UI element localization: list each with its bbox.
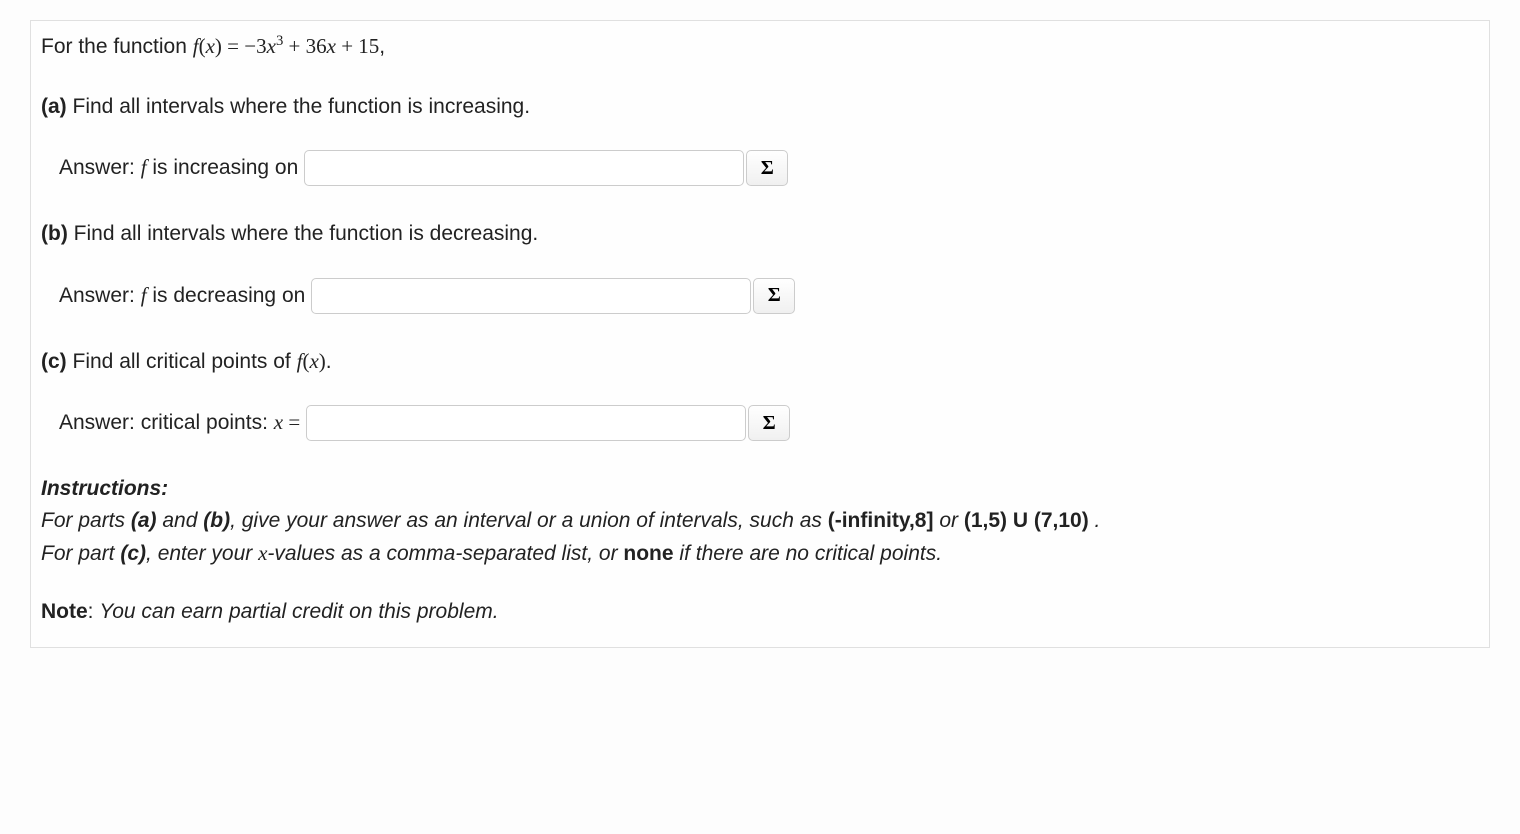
instr2-none: none [623,542,673,565]
part-c-question: (c) Find all critical points of f(x). [41,346,1479,378]
answer-a-prefix: Answer: [59,156,141,179]
part-b-text: Find all intervals where the function is… [68,222,538,245]
part-a-label: (a) [41,95,67,118]
part-b-question: (b) Find all intervals where the functio… [41,218,1479,250]
answer-b-prefix: Answer: [59,284,141,307]
answer-c-x: x [274,410,283,434]
part-a-answer-label: Answer: f is increasing on [59,152,298,184]
part-c-label: (c) [41,350,67,373]
part-b-input[interactable] [311,278,751,314]
part-a-answer-row: Answer: f is increasing on Σ [59,150,1479,186]
part-c-x: x [309,349,318,373]
part-b-answer-row: Answer: f is decreasing on Σ [59,278,1479,314]
math-plus15: + 15 [336,34,379,58]
instr1-ex1: (-infinity,8] [828,509,934,532]
math-close-eq: ) = [215,34,244,58]
part-b-label: (b) [41,222,68,245]
math-minus3: −3 [244,34,266,58]
note-line: Note: You can earn partial credit on thi… [41,596,1479,628]
intro-suffix: , [379,35,385,58]
part-a-text: Find all intervals where the function is… [67,95,530,118]
part-a-input[interactable] [304,150,744,186]
instr2-t2: , enter your [146,542,258,565]
instr1-ex2: (1,5) U (7,10) [964,509,1089,532]
part-c-text-before: Find all critical points of [67,350,297,373]
part-c-answer-label: Answer: critical points: x = [59,407,300,439]
math-plus36: + 36 [283,34,326,58]
part-b-answer-label: Answer: f is decreasing on [59,280,305,312]
instr1-t5: . [1089,509,1101,532]
instructions-heading: Instructions: [41,473,1479,505]
instr2-t3: -values as a comma-separated list, or [267,542,623,565]
math-x2: x [327,34,336,58]
part-c-answer-row: Answer: critical points: x = Σ [59,405,1479,441]
instr1-b: (b) [203,509,230,532]
sigma-button-b[interactable]: Σ [753,278,795,314]
instr2-t4: if there are no critical points. [674,542,942,565]
instr1-t1: For parts [41,509,131,532]
answer-c-eq: = [283,410,300,434]
note-colon: : [88,600,100,623]
answer-c-prefix: Answer: critical points: [59,411,274,434]
instr1-t2: and [157,509,204,532]
note-label: Note [41,600,88,623]
note-text: You can earn partial credit on this prob… [99,600,498,623]
instr1-t3: , give your answer as an interval or a u… [230,509,828,532]
part-c-rp: ) [319,349,326,373]
instructions-line-1: For parts (a) and (b), give your answer … [41,505,1479,537]
part-a-question: (a) Find all intervals where the functio… [41,91,1479,123]
instr1-t4: or [933,509,963,532]
instr2-c: (c) [120,542,146,565]
answer-a-after: is increasing on [147,156,299,179]
part-c-text-after: . [326,350,332,373]
answer-b-after: is decreasing on [147,284,306,307]
intro-line: For the function f(x) = −3x3 + 36x + 15, [41,31,1479,63]
math-x: x [206,34,215,58]
math-x1: x [267,34,276,58]
instr1-a: (a) [131,509,157,532]
part-c-input[interactable] [306,405,746,441]
sigma-button-a[interactable]: Σ [746,150,788,186]
problem-container: For the function f(x) = −3x3 + 36x + 15,… [30,20,1490,648]
math-lparen: ( [199,34,206,58]
instr2-t1: For part [41,542,120,565]
instructions-line-2: For part (c), enter your x-values as a c… [41,538,1479,570]
sigma-button-c[interactable]: Σ [748,405,790,441]
intro-prefix: For the function [41,35,193,58]
